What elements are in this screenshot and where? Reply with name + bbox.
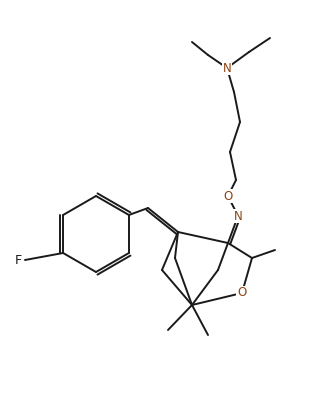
Text: O: O — [223, 189, 233, 202]
Text: F: F — [15, 254, 22, 267]
Text: O: O — [237, 286, 247, 299]
Text: N: N — [234, 209, 242, 222]
Text: N: N — [222, 61, 231, 74]
